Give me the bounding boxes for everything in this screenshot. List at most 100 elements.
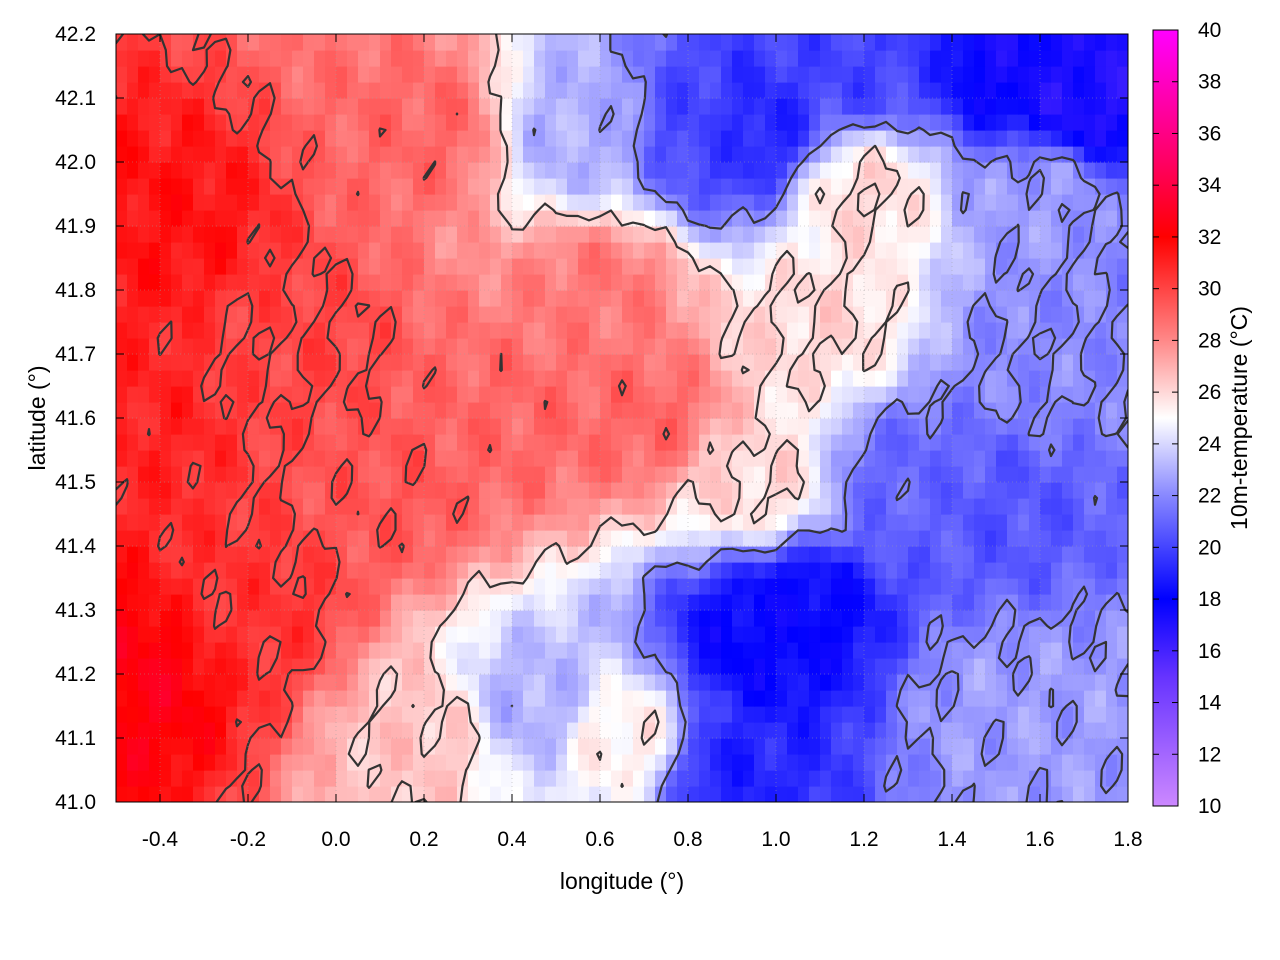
- heatmap-cell: [501, 482, 513, 499]
- heatmap-cell: [270, 738, 282, 755]
- heatmap-cell: [116, 418, 128, 435]
- heatmap-cell: [754, 82, 766, 99]
- heatmap-cell: [446, 434, 458, 451]
- heatmap-cell: [809, 674, 821, 691]
- heatmap-cell: [820, 674, 832, 691]
- heatmap-cell: [831, 546, 843, 563]
- heatmap-cell: [611, 258, 623, 275]
- heatmap-cell: [952, 98, 964, 115]
- heatmap-cell: [765, 386, 777, 403]
- heatmap-cell: [710, 194, 722, 211]
- heatmap-cell: [710, 434, 722, 451]
- heatmap-cell: [1007, 450, 1019, 467]
- heatmap-cell: [226, 658, 238, 675]
- heatmap-cell: [809, 242, 821, 259]
- heatmap-cell: [149, 722, 161, 739]
- heatmap-cell: [930, 450, 942, 467]
- heatmap-cell: [930, 194, 942, 211]
- heatmap-cell: [127, 306, 139, 323]
- heatmap-cell: [644, 98, 656, 115]
- heatmap-cell: [237, 146, 249, 163]
- heatmap-cell: [600, 258, 612, 275]
- heatmap-cell: [545, 50, 557, 67]
- heatmap-cell: [864, 82, 876, 99]
- heatmap-cell: [787, 242, 799, 259]
- heatmap-cell: [864, 562, 876, 579]
- heatmap-cell: [468, 546, 480, 563]
- heatmap-cell: [820, 578, 832, 595]
- y-tick-label: 41.0: [55, 791, 96, 814]
- heatmap-cell: [743, 690, 755, 707]
- heatmap-cell: [314, 242, 326, 259]
- heatmap-cell: [578, 82, 590, 99]
- heatmap-cell: [644, 690, 656, 707]
- heatmap-cell: [248, 162, 260, 179]
- heatmap-cell: [600, 210, 612, 227]
- heatmap-cell: [842, 706, 854, 723]
- heatmap-cell: [534, 450, 546, 467]
- heatmap-cell: [930, 34, 942, 51]
- heatmap-cell: [1018, 754, 1030, 771]
- heatmap-cell: [688, 562, 700, 579]
- heatmap-cell: [622, 434, 634, 451]
- heatmap-cell: [611, 546, 623, 563]
- heatmap-cell: [1073, 338, 1085, 355]
- heatmap-cell: [930, 770, 942, 787]
- heatmap-cell: [743, 722, 755, 739]
- heatmap-cell: [402, 562, 414, 579]
- heatmap-cell: [490, 82, 502, 99]
- colorbar-tick-label: 36: [1198, 122, 1221, 145]
- heatmap-cell: [457, 82, 469, 99]
- heatmap-cell: [831, 498, 843, 515]
- heatmap-cell: [270, 66, 282, 83]
- heatmap-cell: [523, 754, 535, 771]
- heatmap-cell: [149, 66, 161, 83]
- heatmap-cell: [1073, 274, 1085, 291]
- heatmap-cell: [556, 754, 568, 771]
- heatmap-cell: [1117, 162, 1128, 179]
- heatmap-cell: [930, 338, 942, 355]
- heatmap-cell: [578, 226, 590, 243]
- heatmap-cell: [743, 290, 755, 307]
- heatmap-cell: [743, 498, 755, 515]
- heatmap-cell: [930, 386, 942, 403]
- heatmap-cell: [787, 50, 799, 67]
- heatmap-cell: [182, 626, 194, 643]
- heatmap-cell: [974, 562, 986, 579]
- heatmap-cell: [413, 594, 425, 611]
- heatmap-cell: [468, 722, 480, 739]
- heatmap-cell: [820, 738, 832, 755]
- heatmap-cell: [424, 466, 436, 483]
- heatmap-cell: [347, 546, 359, 563]
- heatmap-cell: [600, 370, 612, 387]
- heatmap-cell: [908, 626, 920, 643]
- heatmap-cell: [336, 354, 348, 371]
- heatmap-cell: [732, 690, 744, 707]
- heatmap-cell: [413, 482, 425, 499]
- heatmap-cell: [765, 290, 777, 307]
- heatmap-cell: [809, 754, 821, 771]
- heatmap-cell: [435, 338, 447, 355]
- heatmap-cell: [248, 82, 260, 99]
- heatmap-cell: [809, 418, 821, 435]
- heatmap-cell: [776, 290, 788, 307]
- heatmap-cell: [424, 66, 436, 83]
- heatmap-cell: [919, 626, 931, 643]
- heatmap-cell: [1084, 434, 1096, 451]
- heatmap-cell: [116, 194, 128, 211]
- heatmap-cell: [952, 578, 964, 595]
- heatmap-cell: [754, 514, 766, 531]
- heatmap-cell: [919, 642, 931, 659]
- heatmap-cell: [688, 322, 700, 339]
- heatmap-cell: [743, 242, 755, 259]
- heatmap-cell: [699, 594, 711, 611]
- heatmap-cell: [270, 242, 282, 259]
- heatmap-cell: [809, 626, 821, 643]
- heatmap-cell: [974, 130, 986, 147]
- heatmap-cell: [732, 562, 744, 579]
- heatmap-cell: [842, 578, 854, 595]
- heatmap-cell: [842, 306, 854, 323]
- heatmap-cell: [1040, 690, 1052, 707]
- heatmap-cell: [886, 82, 898, 99]
- heatmap-cell: [963, 690, 975, 707]
